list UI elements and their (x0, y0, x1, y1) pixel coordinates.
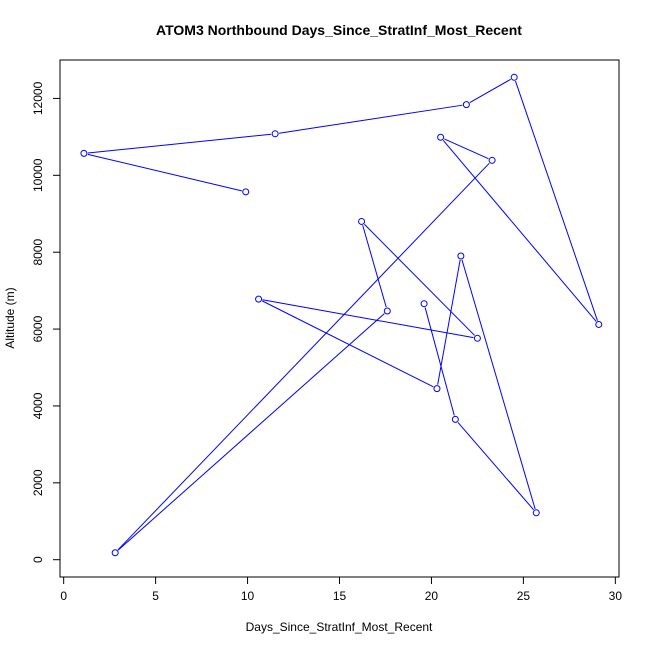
data-point (510, 73, 518, 81)
data-point (437, 133, 445, 141)
data-point (255, 295, 263, 303)
series-segment (262, 299, 474, 339)
series-segment (362, 225, 387, 308)
series-segment (515, 80, 598, 321)
series-segment (117, 313, 385, 551)
series-segment (87, 153, 242, 192)
y-tick-label: 2000 (31, 469, 45, 496)
series-segment (469, 78, 511, 104)
data-point (271, 130, 279, 138)
x-tick-label: 25 (517, 589, 531, 603)
series-layer (80, 73, 603, 557)
data-point (420, 300, 428, 308)
x-tick-label: 20 (425, 589, 439, 603)
x-tick-label: 5 (152, 589, 159, 603)
data-point (473, 334, 481, 342)
x-tick-label: 0 (60, 589, 67, 603)
data-point (242, 188, 250, 196)
data-point (488, 156, 496, 164)
data-point (595, 320, 603, 328)
data-point (433, 385, 441, 393)
x-axis: 0 5 10 15 20 25 30 (60, 576, 623, 603)
data-point (457, 252, 465, 260)
data-point (532, 509, 540, 517)
y-tick-label: 12000 (31, 81, 45, 115)
y-tick-label: 10000 (31, 158, 45, 192)
chart-title: ATOM3 Northbound Days_Since_StratInf_Mos… (156, 22, 522, 38)
x-tick-label: 30 (609, 589, 623, 603)
data-point (358, 217, 366, 225)
series-segment (117, 162, 490, 551)
data-point (111, 549, 119, 557)
y-axis: 0 2000 4000 6000 8000 10000 12000 (31, 81, 61, 563)
series-segment (279, 104, 463, 134)
y-tick-label: 8000 (31, 239, 45, 266)
series-segment (461, 259, 536, 510)
series-segment (442, 139, 597, 322)
series-segment (261, 300, 434, 388)
series-segment (444, 138, 489, 160)
data-point (462, 101, 470, 109)
x-axis-label: Days_Since_StratInf_Most_Recent (246, 620, 433, 634)
series-segment (87, 133, 272, 154)
x-tick-label: 15 (333, 589, 347, 603)
data-point (451, 415, 459, 423)
series-segment (457, 422, 535, 511)
data-point (80, 149, 88, 157)
series-segment (364, 223, 475, 336)
y-axis-label: Altitude (m) (3, 287, 17, 348)
y-tick-label: 4000 (31, 392, 45, 419)
series-segment (437, 259, 461, 385)
x-tick-label: 10 (241, 589, 255, 603)
y-tick-label: 0 (31, 556, 45, 563)
data-point (383, 307, 391, 315)
series-segment (424, 307, 455, 416)
y-tick-label: 6000 (31, 315, 45, 342)
